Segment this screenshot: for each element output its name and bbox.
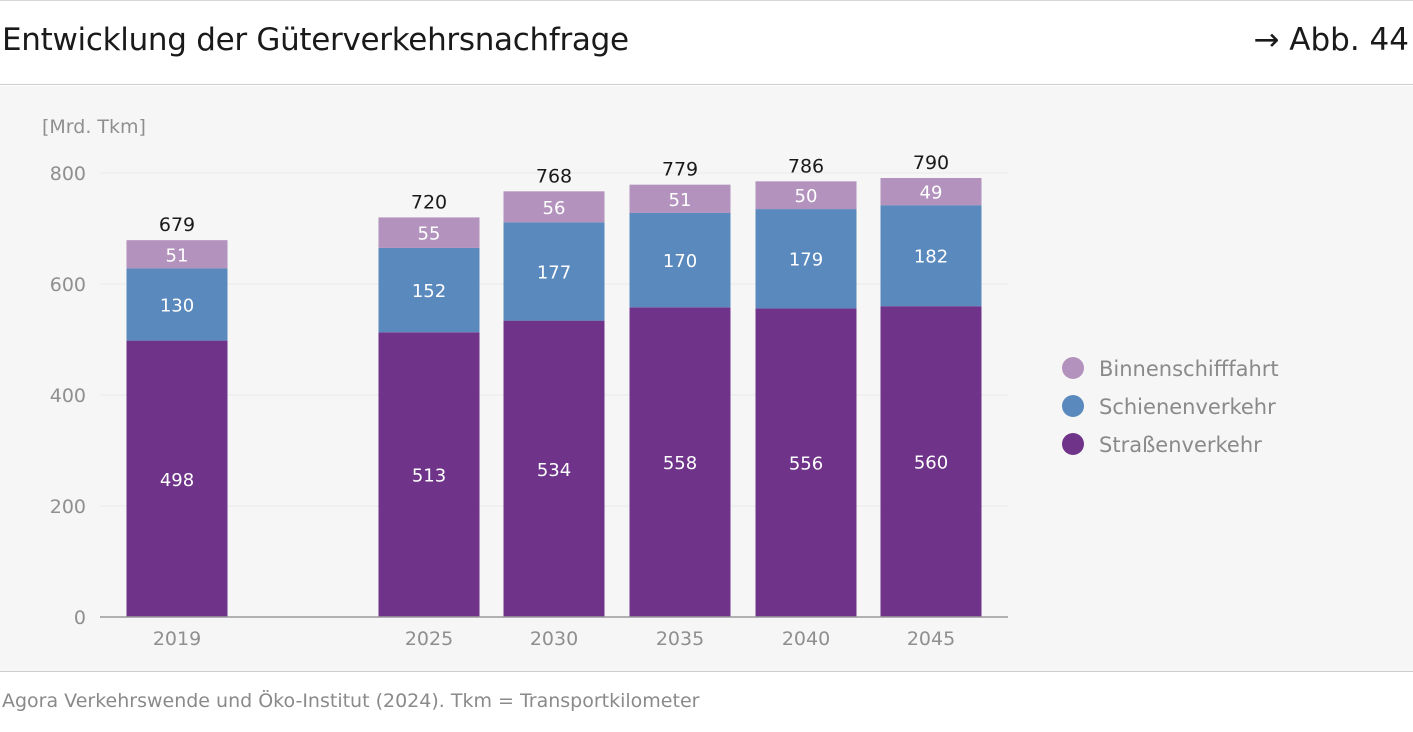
bar-segment-strasse	[378, 332, 480, 617]
y-tick-label: 800	[50, 163, 86, 185]
x-tick-label: 2019	[153, 628, 201, 650]
chart-panel: [Mrd. Tkm] 0 200 400 600 800 498 130 51 679 2019 51…	[0, 86, 1413, 672]
bar-segment-schiene	[880, 205, 982, 307]
bar-total-label: 679	[159, 214, 195, 236]
bar-segment-strasse	[755, 308, 857, 617]
bar-segment-binnen	[503, 191, 605, 223]
legend-swatch-binnen	[1062, 357, 1084, 379]
y-tick-label: 400	[50, 385, 86, 407]
bar-segment-binnen	[378, 217, 480, 248]
figure-header: Entwicklung der Güterverkehrsnachfrage →…	[0, 0, 1413, 85]
source-note: Agora Verkehrswende und Öko-Institut (20…	[2, 690, 700, 712]
bar-segment-binnen	[629, 184, 731, 213]
data-label-strasse: 558	[663, 453, 697, 474]
legend-swatch-schiene	[1062, 395, 1084, 417]
data-label-binnen: 51	[166, 245, 189, 266]
bar-total-label: 786	[788, 155, 824, 177]
bar-segment-schiene	[378, 247, 480, 333]
bar-segment-strasse	[503, 320, 605, 617]
legend-label-binnen: Binnenschifffahrt	[1099, 357, 1279, 381]
page-title: Entwicklung der Güterverkehrsnachfrage	[2, 22, 629, 58]
data-label-schiene: 170	[663, 251, 697, 272]
legend-swatch-strasse	[1062, 433, 1084, 455]
bar-total-label: 768	[536, 165, 572, 187]
x-tick-label: 2025	[405, 628, 453, 650]
y-axis-label: [Mrd. Tkm]	[42, 116, 146, 138]
top-rule	[0, 0, 1413, 1]
data-label-binnen: 56	[543, 198, 566, 219]
data-label-binnen: 51	[669, 190, 692, 211]
bar-segment-strasse	[629, 307, 731, 617]
legend-label-strasse: Straßenverkehr	[1099, 433, 1262, 457]
data-label-schiene: 177	[537, 263, 571, 284]
bar-segment-schiene	[755, 209, 857, 309]
y-tick-label: 0	[74, 607, 86, 629]
figure-reference-link[interactable]: → Abb. 44	[1253, 22, 1409, 58]
stacked-bar-chart: [Mrd. Tkm] 0 200 400 600 800 498 130 51 679 2019 51…	[42, 116, 1279, 650]
y-tick-label: 600	[50, 274, 86, 296]
bar-segment-schiene	[126, 268, 228, 341]
bar-segment-strasse	[880, 306, 982, 617]
x-tick-label: 2035	[656, 628, 704, 650]
x-tick-label: 2030	[530, 628, 578, 650]
bar-segment-binnen	[755, 181, 857, 210]
bar-total-label: 779	[662, 159, 698, 181]
x-tick-label: 2045	[907, 628, 955, 650]
y-tick-label: 200	[50, 496, 86, 518]
data-label-strasse: 534	[537, 460, 571, 481]
data-label-strasse: 556	[789, 454, 823, 475]
bar-segment-strasse	[126, 340, 228, 617]
bar-segment-binnen	[880, 177, 982, 206]
data-label-strasse: 560	[914, 453, 948, 474]
x-tick-label: 2040	[782, 628, 830, 650]
data-label-strasse: 513	[412, 466, 446, 487]
data-label-schiene: 152	[412, 281, 446, 302]
data-label-strasse: 498	[160, 470, 194, 491]
data-label-schiene: 179	[789, 250, 823, 271]
bar-segment-schiene	[629, 212, 731, 308]
bar-segment-binnen	[126, 240, 228, 269]
bar-segment-schiene	[503, 222, 605, 321]
legend-label-schiene: Schienenverkehr	[1099, 395, 1276, 419]
data-label-binnen: 50	[795, 186, 818, 207]
bar-total-label: 720	[411, 191, 447, 213]
data-label-schiene: 182	[914, 247, 948, 268]
data-label-binnen: 55	[418, 224, 441, 245]
bar-total-label: 790	[913, 152, 949, 174]
data-label-binnen: 49	[920, 183, 943, 204]
data-label-schiene: 130	[160, 296, 194, 317]
